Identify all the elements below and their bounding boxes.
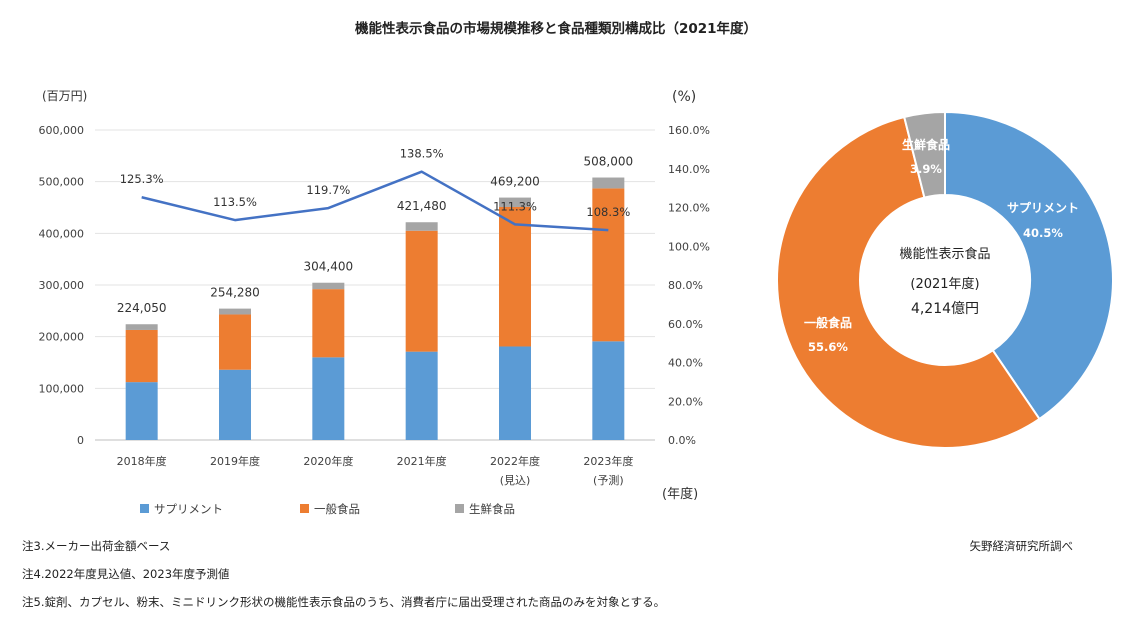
- growth-rate-label: 125.3%: [120, 172, 164, 186]
- y2-axis-title: (%): [672, 89, 696, 105]
- x-tick-label: 2021年度: [397, 454, 447, 468]
- growth-rate-label: 111.3%: [493, 199, 537, 213]
- y2-tick-label: 120.0%: [668, 202, 710, 215]
- slice-name-label: 一般食品: [804, 315, 852, 330]
- donut-center-label: 機能性表示食品: [899, 246, 990, 262]
- y2-tick-label: 0.0%: [668, 434, 696, 447]
- y-tick-label: 600,000: [39, 124, 85, 137]
- total-label: 469,200: [490, 175, 540, 189]
- total-label: 508,000: [584, 155, 634, 169]
- slice-value-label: 55.6%: [808, 340, 848, 354]
- bar-segment: [125, 382, 158, 440]
- bar-segment: [405, 230, 438, 352]
- chart-title: 機能性表示食品の市場規模推移と食品種類別構成比（2021年度）: [355, 20, 757, 37]
- bar-segment: [312, 289, 345, 358]
- x-tick-note: (予測): [593, 473, 624, 487]
- slice-name-label: サプリメント: [1007, 200, 1079, 215]
- source-credit: 矢野経済研究所調べ: [969, 539, 1074, 553]
- y-tick-label: 0: [77, 434, 84, 447]
- legend-label: サプリメント: [154, 502, 223, 516]
- growth-rate-label: 138.5%: [400, 147, 444, 161]
- growth-rate-label: 108.3%: [586, 205, 630, 219]
- legend-swatch: [140, 504, 149, 513]
- growth-rate-label: 119.7%: [306, 183, 350, 197]
- donut-center-label: (2021年度): [910, 276, 979, 292]
- x-tick-label: 2023年度: [583, 454, 633, 468]
- y2-tick-label: 160.0%: [668, 124, 710, 137]
- y2-tick-label: 40.0%: [668, 357, 703, 370]
- legend-label: 一般食品: [314, 502, 360, 516]
- y-axis-title: (百万円): [42, 89, 87, 103]
- bar-segment: [312, 282, 345, 290]
- note-5: 注5.錠剤、カプセル、粉末、ミニドリンク形状の機能性表示食品のうち、消費者庁に届…: [22, 595, 666, 609]
- bar-segment: [125, 329, 158, 383]
- total-label: 421,480: [397, 199, 447, 213]
- growth-rate-line: [141, 170, 609, 232]
- y-tick-label: 400,000: [39, 227, 85, 240]
- x-tick-label: 2019年度: [210, 454, 260, 468]
- bar-segment: [312, 357, 345, 440]
- total-label: 224,050: [117, 301, 167, 315]
- bar-segment: [592, 177, 625, 189]
- y-tick-label: 500,000: [39, 176, 85, 189]
- total-label: 254,280: [210, 286, 260, 300]
- x-axis-title: (年度): [662, 486, 698, 502]
- bar-segment: [219, 308, 251, 315]
- total-label: 304,400: [304, 260, 354, 274]
- bar-segment: [592, 188, 625, 342]
- bar-segment: [219, 314, 251, 370]
- growth-rate-label: 113.5%: [213, 195, 257, 209]
- y-tick-label: 100,000: [39, 382, 85, 395]
- legend-label: 生鮮食品: [469, 502, 515, 516]
- y2-tick-label: 100.0%: [668, 240, 710, 253]
- slice-name-label: 生鮮食品: [902, 137, 950, 152]
- bar-segment: [592, 341, 625, 440]
- slice-value-label: 3.9%: [910, 162, 942, 176]
- bar-segment: [499, 197, 531, 207]
- y2-tick-label: 140.0%: [668, 163, 710, 176]
- note-4: 注4.2022年度見込値、2023年度予測値: [22, 567, 230, 581]
- bar-segment: [499, 346, 531, 440]
- x-tick-label: 2018年度: [117, 454, 167, 468]
- y2-tick-label: 80.0%: [668, 279, 703, 292]
- bar-segment: [499, 206, 531, 347]
- bar-segment: [405, 351, 438, 440]
- donut-slice: [903, 110, 946, 199]
- x-tick-label: 2020年度: [303, 454, 353, 468]
- legend-swatch: [300, 504, 309, 513]
- y-tick-label: 300,000: [39, 279, 85, 292]
- y2-tick-label: 20.0%: [668, 395, 703, 408]
- bar-segment: [405, 222, 438, 231]
- y2-tick-label: 60.0%: [668, 318, 703, 331]
- note-3: 注3.メーカー出荷金額ベース: [22, 539, 171, 553]
- donut-slice: [944, 110, 1114, 421]
- y-tick-label: 200,000: [39, 331, 85, 344]
- donut-slice: [776, 115, 1041, 449]
- slice-value-label: 40.5%: [1023, 226, 1063, 240]
- bar-segment: [219, 369, 251, 440]
- x-tick-note: (見込): [500, 474, 531, 487]
- donut-center-label: 4,214億円: [911, 301, 979, 317]
- legend-swatch: [455, 504, 464, 513]
- x-tick-label: 2022年度: [490, 454, 540, 468]
- bar-segment: [125, 324, 158, 330]
